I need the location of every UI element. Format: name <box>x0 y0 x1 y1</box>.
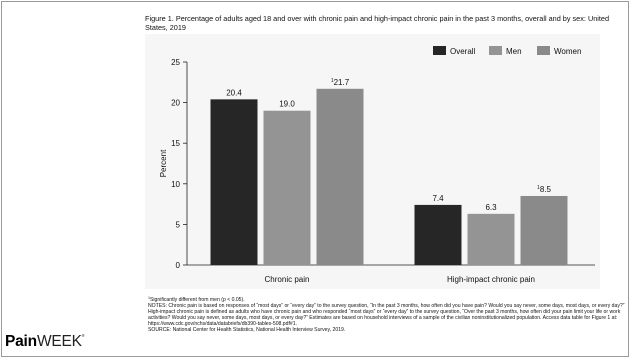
bar-value-label: 6.3 <box>485 203 497 212</box>
y-axis-label: Percent <box>159 149 168 177</box>
bar-value-label: 18.5 <box>537 185 551 194</box>
figure-notes: 1Significantly different from men (p < 0… <box>148 296 626 334</box>
bar-women <box>520 195 568 265</box>
legend-swatch-women <box>537 46 550 55</box>
y-tick-label: 15 <box>171 139 180 148</box>
bar-overall <box>414 204 462 265</box>
x-category-label: Chronic pain <box>265 275 310 284</box>
legend-swatch-overall <box>433 46 446 55</box>
source-text: SOURCE: National Center for Health Stati… <box>148 327 346 334</box>
painweek-logo: PainWEEK® <box>5 333 85 350</box>
chart-panel: 0 5 10 15 20 25 Percent 20.4 19.0 121.7 Chronic pa… <box>145 34 600 289</box>
figure-title: Figure 1. Percentage of adults aged 18 a… <box>145 14 610 32</box>
bar-value-label: 121.7 <box>331 78 350 87</box>
y-tick-label: 5 <box>176 220 181 229</box>
notes-text: NOTES: Chronic pain is based on response… <box>148 303 625 328</box>
footnote-line: 1Significantly different from men (p < 0… <box>148 296 626 303</box>
bar-value-label: 20.4 <box>226 88 242 97</box>
y-tick-label: 20 <box>171 99 180 108</box>
bar-men <box>263 110 311 265</box>
bar-value-label: 19.0 <box>279 100 295 109</box>
legend-swatch-men <box>489 46 502 55</box>
legend-label-overall: Overall <box>450 47 476 56</box>
legend-label-men: Men <box>506 47 522 56</box>
footnote-marker: 1 <box>148 296 150 300</box>
y-tick-label: 0 <box>176 261 181 270</box>
bar-women <box>316 88 364 265</box>
y-tick-label: 25 <box>171 58 180 67</box>
bar-overall <box>210 99 258 266</box>
bar-chart: 0 5 10 15 20 25 Percent 20.4 19.0 121.7 Chronic pa… <box>159 46 595 284</box>
bar-value-label: 7.4 <box>432 194 444 203</box>
bar-men <box>467 213 515 265</box>
footnote-text: Significantly different from men (p < 0.… <box>150 297 245 303</box>
x-category-label: High-impact chronic pain <box>447 275 535 284</box>
legend-label-women: Women <box>554 47 581 56</box>
y-tick-label: 10 <box>171 180 180 189</box>
